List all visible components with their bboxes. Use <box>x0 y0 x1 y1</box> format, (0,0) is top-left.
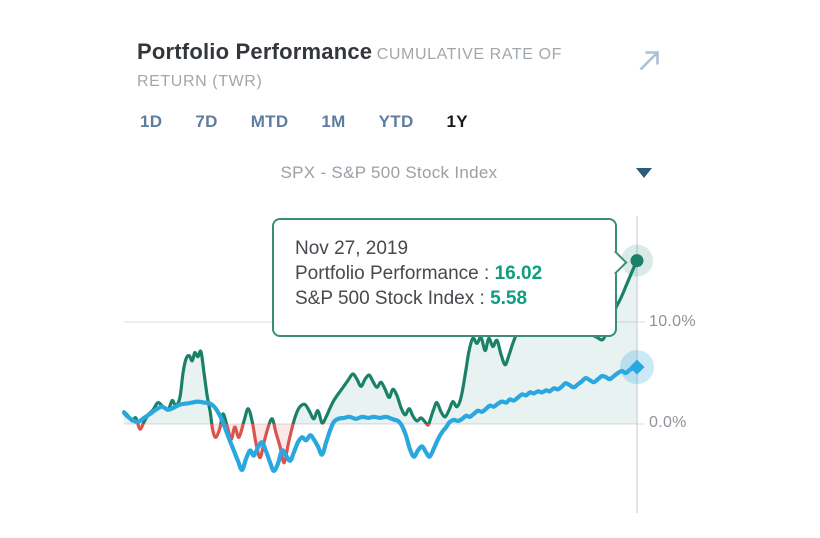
tooltip-separator: : <box>474 288 491 309</box>
tooltip-date: Nov 27, 2019 <box>295 238 409 259</box>
tab-1d[interactable]: 1D <box>140 112 163 131</box>
portfolio-marker-dot <box>630 254 644 268</box>
widget-subtitle: CUMULATIVE RATE OF RETURN (TWR) <box>137 46 563 90</box>
y-axis-label-10: 10.0% <box>649 313 696 330</box>
chevron-down-icon <box>636 168 652 178</box>
tab-ytd[interactable]: YTD <box>378 112 414 131</box>
benchmark-selector[interactable]: SPX - S&P 500 Stock Index <box>124 160 654 186</box>
chart-tooltip: Nov 27, 2019 Portfolio Performance : 16.… <box>272 218 628 337</box>
benchmark-value: 5.58 <box>490 288 528 309</box>
tab-7d[interactable]: 7D <box>195 112 218 131</box>
benchmark-line <box>121 365 640 473</box>
tab-mtd[interactable]: MTD <box>250 112 289 131</box>
tooltip-benchmark-row: S&P 500 Stock Index : 5.58 <box>295 286 595 311</box>
y-axis-label-0: 0.0% <box>649 414 687 431</box>
tooltip-portfolio-row: Portfolio Performance : 16.02 <box>295 261 595 286</box>
portfolio-value: 16.02 <box>494 263 543 284</box>
tooltip-portfolio-label: Portfolio Performance <box>295 263 479 284</box>
range-tabs: 1D 7D MTD 1M YTD 1Y <box>140 112 468 132</box>
expand-button[interactable] <box>633 46 665 78</box>
tab-1y[interactable]: 1Y <box>446 112 468 131</box>
page-title: Portfolio Performance CUMULATIVE RATE OF… <box>137 38 615 95</box>
portfolio-area-positive <box>124 260 637 424</box>
widget-title: Portfolio Performance <box>137 39 373 64</box>
benchmark-selector-value: SPX - S&P 500 Stock Index <box>280 163 498 182</box>
tab-1m[interactable]: 1M <box>321 112 346 131</box>
tooltip-benchmark-label: S&P 500 Stock Index <box>295 288 475 309</box>
tooltip-separator: : <box>478 263 495 284</box>
benchmark-marker-diamond <box>629 359 645 375</box>
arrow-up-right-icon <box>639 50 659 70</box>
